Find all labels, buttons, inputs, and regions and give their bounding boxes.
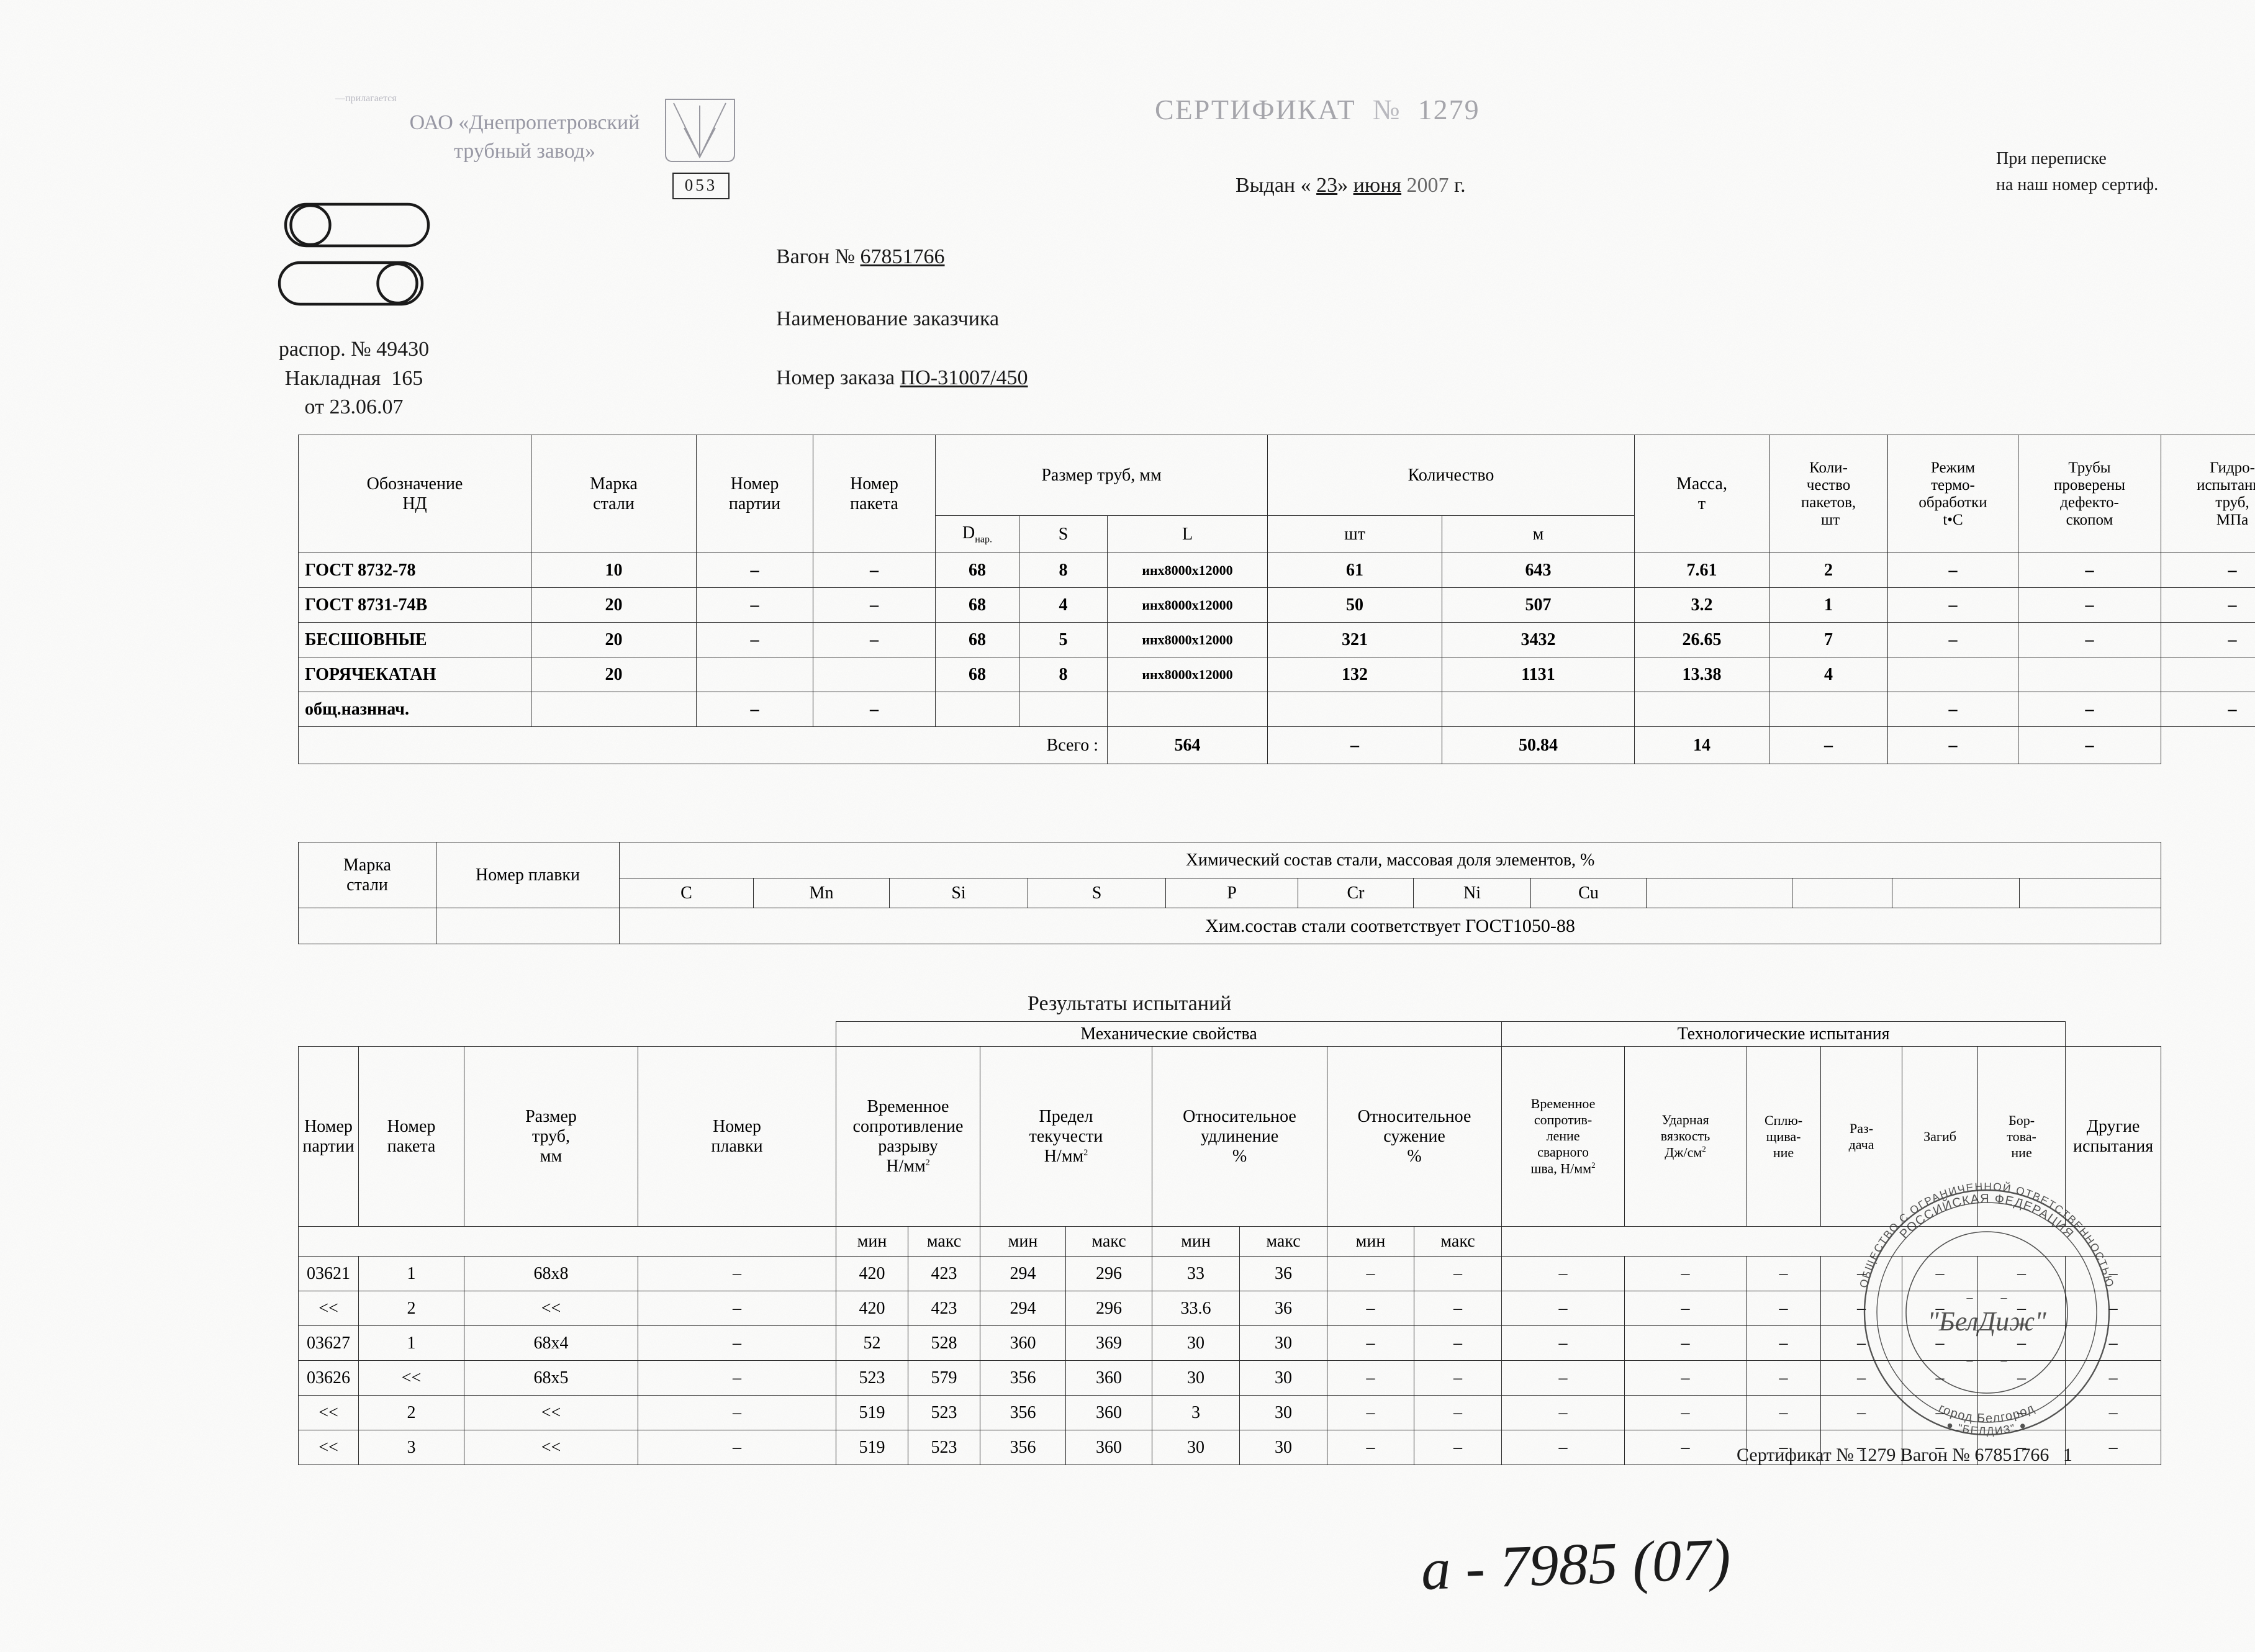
svg-text:– –: – – [1966,1291,2008,1304]
svg-text:– –: – – [1966,1354,2008,1368]
svg-text:а - 7985 (07): а - 7985 (07) [1422,1526,1732,1602]
svg-text:"БелДиж": "БелДиж" [1927,1306,2046,1337]
